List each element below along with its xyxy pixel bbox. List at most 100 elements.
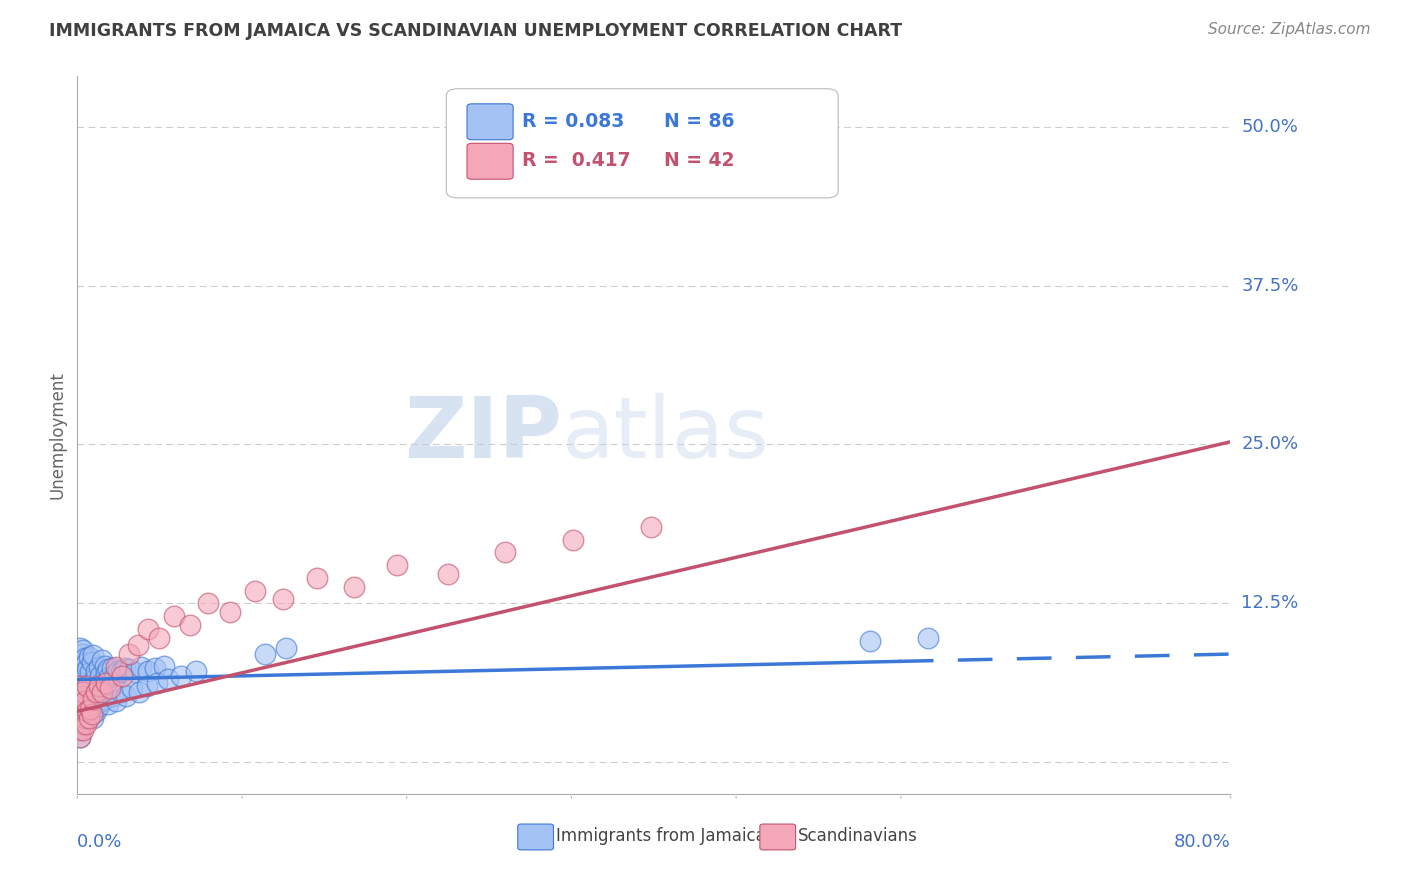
FancyBboxPatch shape [517,824,554,850]
Point [79,702,101,716]
Point [101,661,124,675]
Point [82,648,104,663]
Text: atlas: atlas [561,393,769,476]
Point [76,679,98,693]
Point [79,665,101,679]
Point [143,661,166,675]
Point [80,706,103,721]
Point [73,668,96,682]
Point [76,689,98,703]
Point [67,704,90,718]
Point [73,702,96,716]
Point [70,673,93,687]
Point [96,666,118,681]
Point [67,685,90,699]
Point [100,681,122,696]
Point [115,689,138,703]
Point [93,658,115,673]
Text: Scandinavians: Scandinavians [799,827,918,846]
Point [70,691,93,706]
Point [124,665,146,679]
Y-axis label: Unemployment: Unemployment [48,371,66,499]
Point [104,667,127,681]
Point [343,580,366,594]
Point [136,622,159,636]
Point [96,676,118,690]
Point [67,723,90,738]
Point [69,640,91,655]
Point [69,730,91,744]
Point [494,545,516,559]
Point [90,694,112,708]
Point [72,714,94,729]
Point [253,647,276,661]
Text: 80.0%: 80.0% [1174,833,1230,851]
FancyBboxPatch shape [467,103,513,140]
Text: N = 42: N = 42 [664,151,735,170]
Point [157,673,180,687]
Point [135,679,157,693]
Text: 0.0%: 0.0% [77,833,122,851]
Point [153,658,174,673]
Point [72,685,94,699]
Point [89,668,111,682]
Point [562,533,585,547]
Point [90,653,112,667]
Point [170,668,193,682]
Point [179,618,201,632]
Point [75,717,97,731]
Text: IMMIGRANTS FROM JAMAICA VS SCANDINAVIAN UNEMPLOYMENT CORRELATION CHART: IMMIGRANTS FROM JAMAICA VS SCANDINAVIAN … [49,22,903,40]
Point [72,691,94,706]
Point [128,685,150,699]
Point [184,664,207,678]
Point [83,689,105,703]
Point [276,640,298,655]
Point [136,664,159,678]
Text: 12.5%: 12.5% [1241,594,1299,612]
Point [69,660,91,674]
Point [110,685,132,699]
Point [80,694,103,708]
Point [917,631,939,645]
FancyBboxPatch shape [759,824,796,850]
Point [93,691,115,706]
Point [72,666,94,681]
Point [87,660,110,674]
Point [145,676,167,690]
Point [73,694,96,708]
Point [72,643,94,657]
Point [121,681,143,696]
Point [73,709,96,723]
Point [69,679,91,693]
Point [114,661,136,675]
Point [69,730,91,744]
Point [107,664,129,678]
Point [305,571,328,585]
Point [436,567,458,582]
Point [91,673,114,688]
FancyBboxPatch shape [467,144,513,179]
Text: N = 86: N = 86 [664,112,735,130]
Point [105,660,128,674]
Point [67,706,90,721]
Point [75,681,97,696]
Point [72,685,94,699]
Text: R = 0.083: R = 0.083 [523,112,624,130]
Point [105,694,128,708]
Point [77,649,100,664]
Point [70,717,93,731]
Point [67,653,90,667]
Point [273,592,295,607]
Point [77,676,100,690]
Point [69,700,91,714]
Point [86,679,108,693]
Point [87,679,110,693]
Text: 37.5%: 37.5% [1241,277,1299,294]
Point [67,723,90,738]
Point [75,704,97,718]
Point [90,685,112,699]
Point [67,698,90,712]
Point [82,711,104,725]
Point [83,671,105,685]
Point [118,647,141,661]
